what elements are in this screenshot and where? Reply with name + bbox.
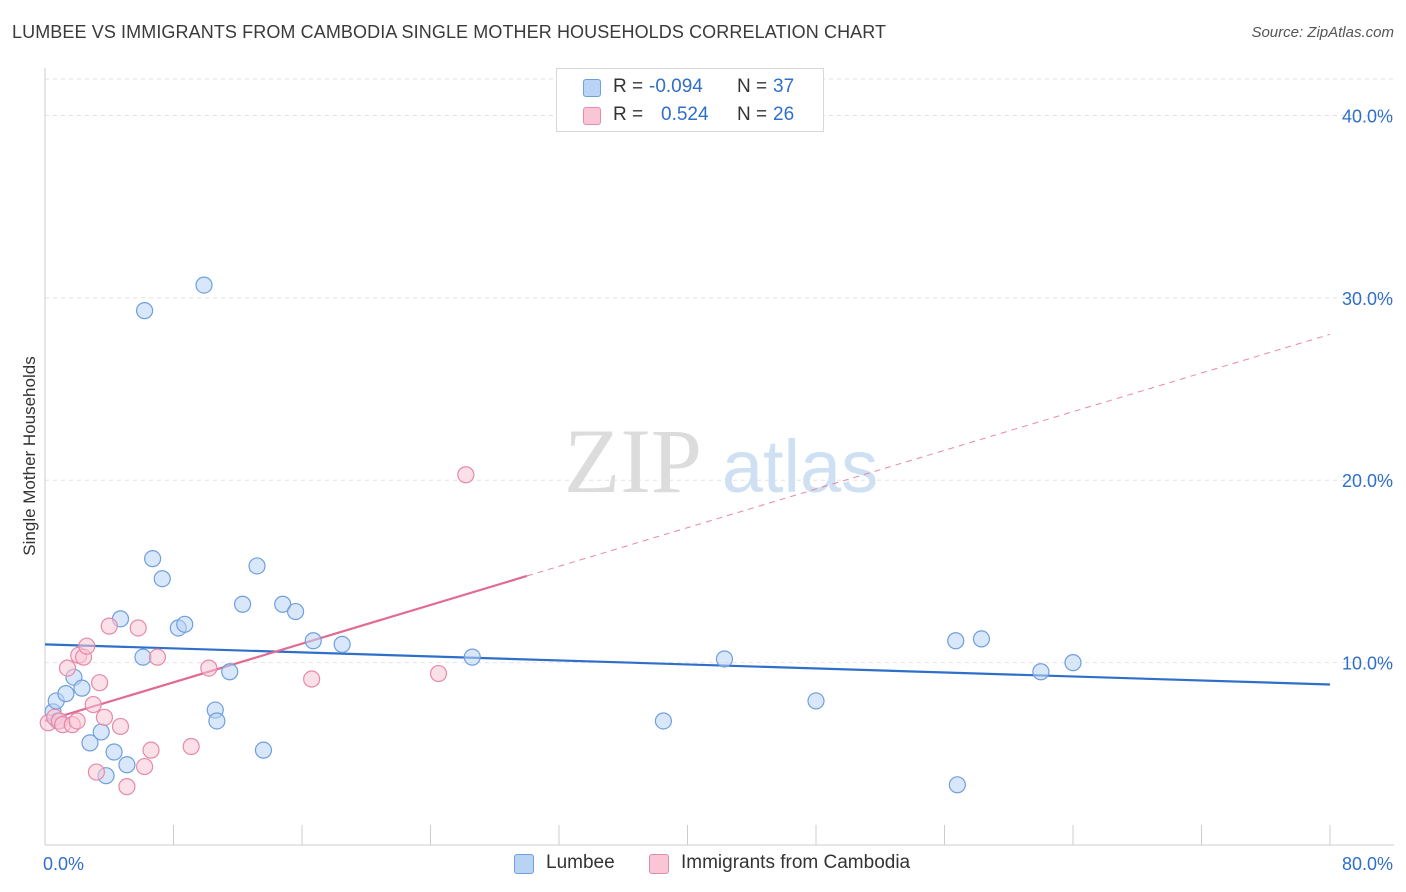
data-point-lumbee-9 xyxy=(105,743,123,761)
y-axis-label: Single Mother Households xyxy=(20,356,39,555)
data-point-lumbee-28 xyxy=(333,635,351,653)
grid-lines xyxy=(45,78,1394,664)
data-point-lumbee-12 xyxy=(134,648,152,666)
data-point-lumbee-30 xyxy=(654,712,673,730)
bottom-legend-swatch-cambodia xyxy=(649,854,669,874)
data-point-lumbee-3 xyxy=(57,685,75,703)
bottom-legend-swatch-lumbee xyxy=(514,854,534,874)
data-point-lumbee-18 xyxy=(195,276,213,294)
data-point-lumbee-7 xyxy=(92,723,110,741)
legend-swatch-cambodia xyxy=(583,107,601,125)
data-point-cambodia-19 xyxy=(142,741,160,759)
data-point-lumbee-13 xyxy=(135,302,154,320)
bottom-legend-label-lumbee: Lumbee xyxy=(546,852,615,873)
data-point-lumbee-35 xyxy=(972,630,991,648)
data-point-cambodia-18 xyxy=(135,757,154,776)
data-point-lumbee-14 xyxy=(144,550,162,568)
data-point-lumbee-29 xyxy=(463,648,481,666)
legend-r-value-lumbee: -0.094 xyxy=(649,76,703,97)
legend-n-value-lumbee: 37 xyxy=(773,76,795,97)
data-point-lumbee-17 xyxy=(176,615,194,633)
data-point-lumbee-25 xyxy=(274,595,292,613)
data-point-cambodia-17 xyxy=(129,619,147,637)
data-point-lumbee-26 xyxy=(286,602,305,621)
axes xyxy=(44,68,1394,846)
data-point-lumbee-15 xyxy=(153,570,171,588)
y-tick-label-1: 20.0% xyxy=(1342,471,1393,491)
data-point-cambodia-15 xyxy=(111,717,130,736)
watermark-zip: ZIP xyxy=(564,410,702,512)
data-point-lumbee-32 xyxy=(807,692,825,710)
watermark-atlas: atlas xyxy=(722,425,878,508)
y-tick-label-0: 10.0% xyxy=(1342,654,1393,674)
data-point-cambodia-21 xyxy=(182,737,200,756)
trend-line-lumbee xyxy=(44,643,1331,686)
source-credit: Source: ZipAtlas.com xyxy=(1251,24,1394,41)
data-point-cambodia-6 xyxy=(68,712,86,730)
data-point-cambodia-22 xyxy=(200,659,218,677)
x-tick-label-1: 80.0% xyxy=(1342,854,1393,874)
legend-row-lumbee: R = -0.094 N = 37 xyxy=(557,73,823,101)
data-point-cambodia-12 xyxy=(91,674,109,692)
legend-row-cambodia: R = 0.524 N = 26 xyxy=(557,101,823,129)
tick-labels: 10.0% 20.0% 30.0% 40.0% 0.0% 80.0% xyxy=(43,106,1393,874)
y-tick-label-3: 40.0% xyxy=(1342,106,1393,126)
data-point-lumbee-27 xyxy=(304,632,322,650)
data-point-lumbee-37 xyxy=(1064,654,1082,672)
data-point-cambodia-13 xyxy=(95,708,114,726)
data-point-lumbee-22 xyxy=(233,595,252,613)
data-point-cambodia-20 xyxy=(148,648,167,666)
legend-r-label: R = xyxy=(613,76,644,97)
data-point-cambodia-14 xyxy=(100,617,118,635)
data-point-lumbee-34 xyxy=(948,776,966,794)
trend-line-cambodia-solid xyxy=(44,574,528,723)
legend-n-value-cambodia: 26 xyxy=(773,104,795,125)
bottom-legend-label-cambodia: Immigrants from Cambodia xyxy=(681,852,911,873)
data-point-lumbee-24 xyxy=(254,741,273,759)
legend-r-value-cambodia: 0.524 xyxy=(661,104,709,125)
chart-title: LUMBEE VS IMMIGRANTS FROM CAMBODIA SINGL… xyxy=(12,22,887,42)
y-tick-label-2: 30.0% xyxy=(1342,289,1393,309)
data-point-cambodia-10 xyxy=(84,695,102,714)
trend-line-cambodia-dashed xyxy=(526,333,1331,577)
data-point-lumbee-5 xyxy=(73,679,91,697)
watermark: ZIP atlas xyxy=(564,410,878,512)
data-point-lumbee-23 xyxy=(248,557,266,575)
data-point-lumbee-33 xyxy=(947,632,965,650)
legend-box: R = -0.094 N = 37 R = 0.524 N = 26 xyxy=(556,68,824,132)
data-point-lumbee-31 xyxy=(715,650,734,668)
data-point-cambodia-9 xyxy=(78,637,96,655)
data-point-cambodia-11 xyxy=(87,763,106,781)
data-point-lumbee-11 xyxy=(118,756,136,774)
data-point-lumbee-6 xyxy=(81,734,99,752)
data-point-cambodia-24 xyxy=(429,664,448,683)
data-point-lumbee-21 xyxy=(221,663,239,681)
trend-lines xyxy=(44,333,1331,723)
data-point-cambodia-16 xyxy=(118,778,136,796)
data-point-lumbee-36 xyxy=(1032,663,1050,681)
legend-r-label: R = xyxy=(613,104,644,125)
legend-n-label: N = xyxy=(737,104,768,125)
data-point-cambodia-25 xyxy=(457,466,475,484)
legend-swatch-lumbee xyxy=(583,79,601,97)
data-point-cambodia-4 xyxy=(58,659,77,677)
data-point-cambodia-23 xyxy=(303,670,321,688)
x-tick-label-0: 0.0% xyxy=(43,854,84,874)
legend-n-label: N = xyxy=(737,76,768,97)
data-point-lumbee-20 xyxy=(208,712,226,730)
data-points xyxy=(39,276,1082,796)
